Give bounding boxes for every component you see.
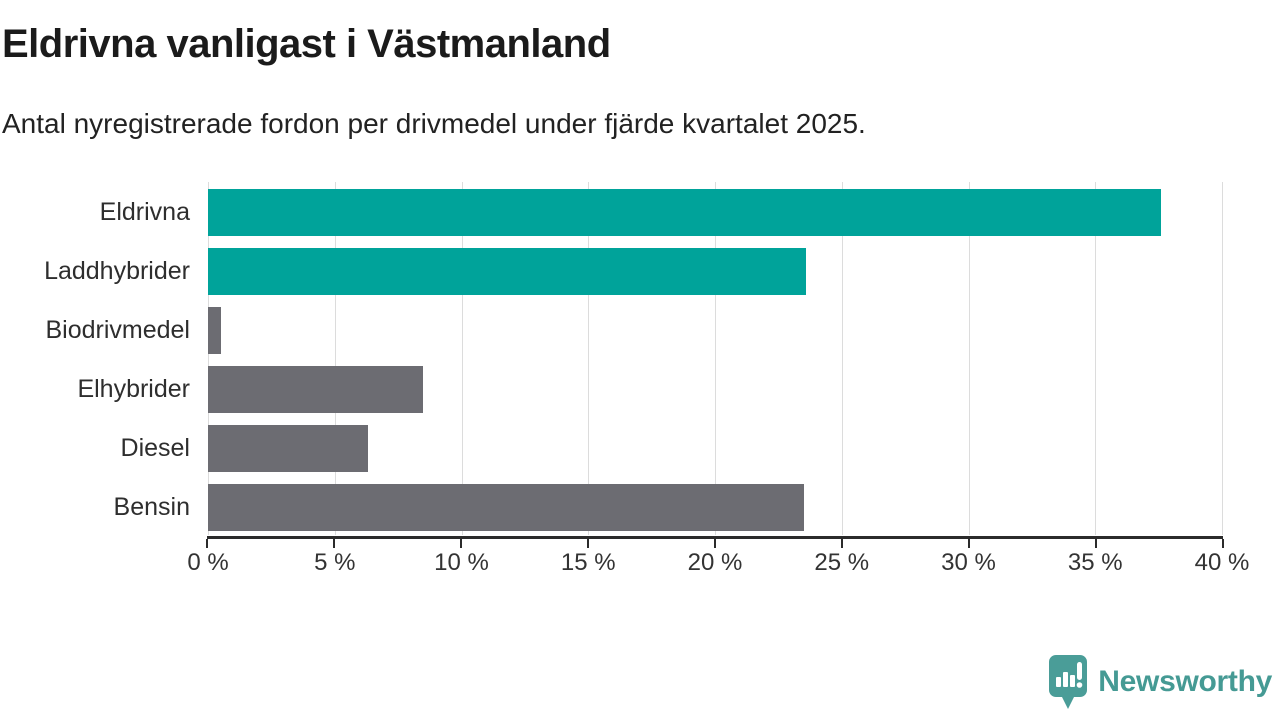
chart-subtitle: Antal nyregistrerade fordon per drivmede… xyxy=(2,108,866,139)
gridline-35 xyxy=(1095,182,1097,535)
x-tick-label-5: 5 % xyxy=(314,549,356,576)
gridline-5 xyxy=(334,182,336,535)
chart-title: Eldrivna vanligast i Västmanland xyxy=(2,22,611,66)
gridline-0 xyxy=(208,182,209,535)
category-label-elhybrider: Elhybrider xyxy=(77,375,190,403)
x-tick-label-0: 0 % xyxy=(187,549,229,576)
bar-eldrivna xyxy=(208,189,1162,236)
x-tick-label-40: 40 % xyxy=(1194,549,1250,576)
bar-row-laddhybrider xyxy=(208,248,1222,295)
newsworthy-logo-icon xyxy=(1049,655,1088,709)
bar-diesel xyxy=(208,425,368,472)
plot-area xyxy=(208,182,1223,535)
x-axis-line xyxy=(206,536,1224,551)
x-tick-label-25: 25 % xyxy=(814,549,870,576)
gridline-15 xyxy=(588,182,590,535)
x-axis-tick-35 xyxy=(1095,539,1097,548)
bar-row-bensin xyxy=(208,484,1222,531)
bar-row-eldrivna xyxy=(208,189,1222,236)
bar-biodrivmedel xyxy=(208,307,221,354)
gridline-40 xyxy=(1222,182,1223,535)
brand-name: Newsworthy xyxy=(1098,665,1272,698)
brand-footer: Newsworthy xyxy=(1048,654,1272,710)
x-axis-tick-20 xyxy=(714,539,716,548)
category-label-bensin: Bensin xyxy=(113,493,190,521)
y-axis-labels: Eldrivna Laddhybrider Biodrivmedel Elhybrid… xyxy=(0,182,190,535)
x-tick-label-30: 30 % xyxy=(941,549,996,576)
x-tick-label-35: 35 % xyxy=(1067,549,1123,576)
x-axis-tick-30 xyxy=(968,539,970,548)
x-axis-tick-10 xyxy=(460,539,462,548)
x-tick-label-10: 10 % xyxy=(434,549,489,576)
x-axis-tick-5 xyxy=(333,539,335,548)
category-label-biodrivmedel: Biodrivmedel xyxy=(45,316,190,344)
bar-row-elhybrider xyxy=(208,366,1222,413)
gridline-30 xyxy=(968,182,970,535)
x-axis-tick-40 xyxy=(1222,539,1224,548)
bar-bensin xyxy=(208,484,804,531)
x-axis-tick-labels: 0 % 5 % 10 % 15 % 20 % 25 % 30 % 35 % 40 % xyxy=(187,549,1249,581)
bar-elhybrider xyxy=(208,366,424,413)
x-tick-label-20: 20 % xyxy=(687,549,743,576)
gridline-25 xyxy=(841,182,843,535)
x-axis-tick-25 xyxy=(841,539,843,548)
x-axis-tick-15 xyxy=(587,539,589,548)
bar-row-biodrivmedel xyxy=(208,307,1222,354)
bar-laddhybrider xyxy=(208,248,807,295)
gridline-10 xyxy=(461,182,463,535)
gridline-20 xyxy=(715,182,716,535)
x-tick-label-15: 15 % xyxy=(560,549,616,576)
category-label-diesel: Diesel xyxy=(120,434,190,462)
category-label-laddhybrider: Laddhybrider xyxy=(44,257,190,285)
category-label-eldrivna: Eldrivna xyxy=(99,198,190,226)
x-axis-tick-0 xyxy=(206,539,208,548)
bar-row-diesel xyxy=(208,425,1222,472)
